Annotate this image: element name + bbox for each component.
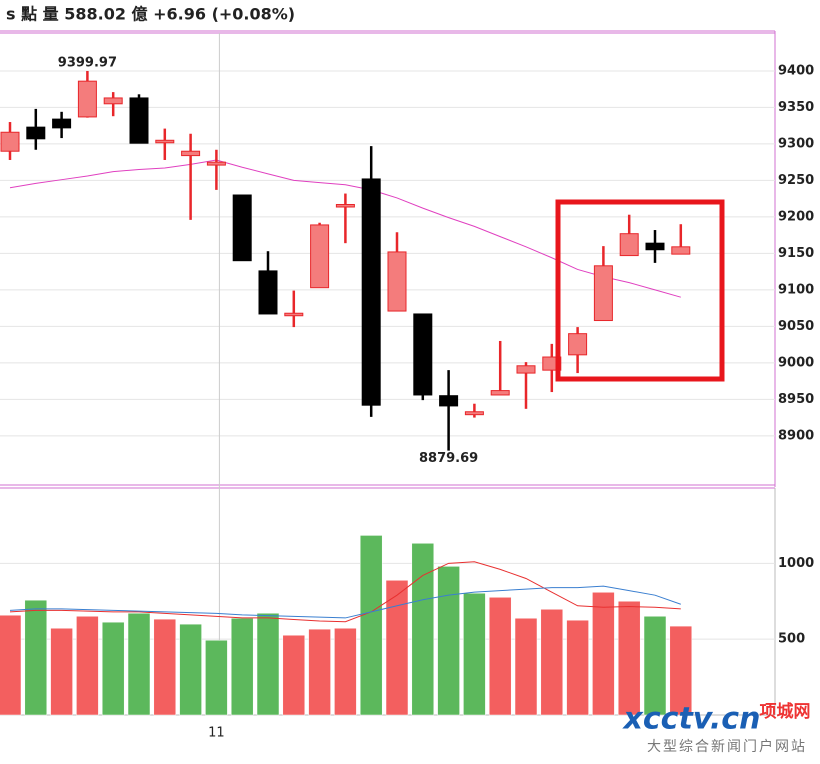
y-tick-label: 9350 xyxy=(778,100,814,115)
candle-body xyxy=(490,390,510,396)
volume-bar xyxy=(411,543,435,716)
volume-bar xyxy=(50,627,73,716)
volume-bar xyxy=(566,619,589,716)
candle-body xyxy=(129,97,149,144)
volume-bar xyxy=(514,617,538,716)
volume-bar xyxy=(540,609,564,716)
candle-body xyxy=(516,365,536,374)
candle-body xyxy=(26,126,46,140)
y-tick-label: 8950 xyxy=(778,392,814,407)
volume-ma-line xyxy=(9,585,681,619)
ma-line xyxy=(9,159,681,298)
candle-body xyxy=(593,265,613,322)
highlight-box xyxy=(555,199,725,382)
y-tick-label: 9050 xyxy=(778,319,814,334)
volume-bar xyxy=(334,627,357,716)
volume-bar xyxy=(205,639,228,716)
candle-body xyxy=(258,270,278,315)
volume-bar xyxy=(153,618,177,716)
volume-bar xyxy=(359,535,383,716)
volume-bar xyxy=(385,580,409,716)
volume-bar xyxy=(101,621,125,716)
y-tick-label: 9000 xyxy=(778,355,814,370)
y-tick-label: 1000 xyxy=(778,556,814,571)
y-tick-label: 9250 xyxy=(778,173,814,188)
candle-body xyxy=(310,224,330,289)
volume-ma-line xyxy=(9,561,681,623)
volume-bar xyxy=(230,617,254,716)
candle-body xyxy=(387,251,407,312)
candle-body xyxy=(77,80,97,118)
watermark-logo: xcctv.cn xyxy=(622,702,761,737)
volume-bar xyxy=(437,566,460,716)
y-tick-label: 9150 xyxy=(778,246,814,261)
candle-body xyxy=(619,233,639,257)
low-annotation: 8879.69 xyxy=(419,451,478,466)
candle-body xyxy=(206,161,226,166)
volume-bar xyxy=(179,623,202,716)
candle-body xyxy=(0,131,20,152)
y-tick-label: 9200 xyxy=(778,209,814,224)
watermark-brand: 项城网 xyxy=(760,702,811,722)
candle-body xyxy=(103,97,123,105)
volume-bar xyxy=(282,634,306,716)
candle-body xyxy=(439,395,459,407)
y-tick-label: 500 xyxy=(778,632,805,647)
volume-bar xyxy=(617,600,641,716)
candle-body xyxy=(232,194,252,262)
volume-bar xyxy=(669,625,693,716)
candle-body xyxy=(671,246,691,255)
candle-body xyxy=(155,139,175,144)
y-tick-label: 9100 xyxy=(778,282,814,297)
chart-title: s 點 量 588.02 億 +6.96 (+0.08%) xyxy=(6,5,295,24)
candle-body xyxy=(464,411,484,416)
y-tick-label: 9400 xyxy=(778,63,814,78)
candle-body xyxy=(413,313,433,396)
volume-bar xyxy=(308,628,331,716)
y-tick-label: 9300 xyxy=(778,136,814,151)
watermark-slogan: 大型综合新闻门户网站 xyxy=(647,738,807,755)
volume-bar xyxy=(463,592,486,716)
candle-body xyxy=(568,333,588,356)
volume-bar xyxy=(24,599,48,716)
volume-bar xyxy=(488,597,512,716)
high-annotation: 9399.97 xyxy=(58,55,117,70)
volume-bar xyxy=(256,612,280,716)
y-tick-label: 8900 xyxy=(778,428,814,443)
candle-body xyxy=(645,242,665,251)
x-tick-label: 11 xyxy=(208,726,225,741)
volume-bar xyxy=(127,612,151,716)
candle-body xyxy=(335,203,355,208)
volume-bar xyxy=(0,614,22,716)
volume-bar xyxy=(643,616,667,716)
volume-bar xyxy=(592,592,615,716)
candle-body xyxy=(181,150,201,157)
volume-bar xyxy=(76,616,99,716)
candle-body xyxy=(284,312,304,317)
candle-body xyxy=(52,118,72,129)
candle-body xyxy=(361,178,381,406)
